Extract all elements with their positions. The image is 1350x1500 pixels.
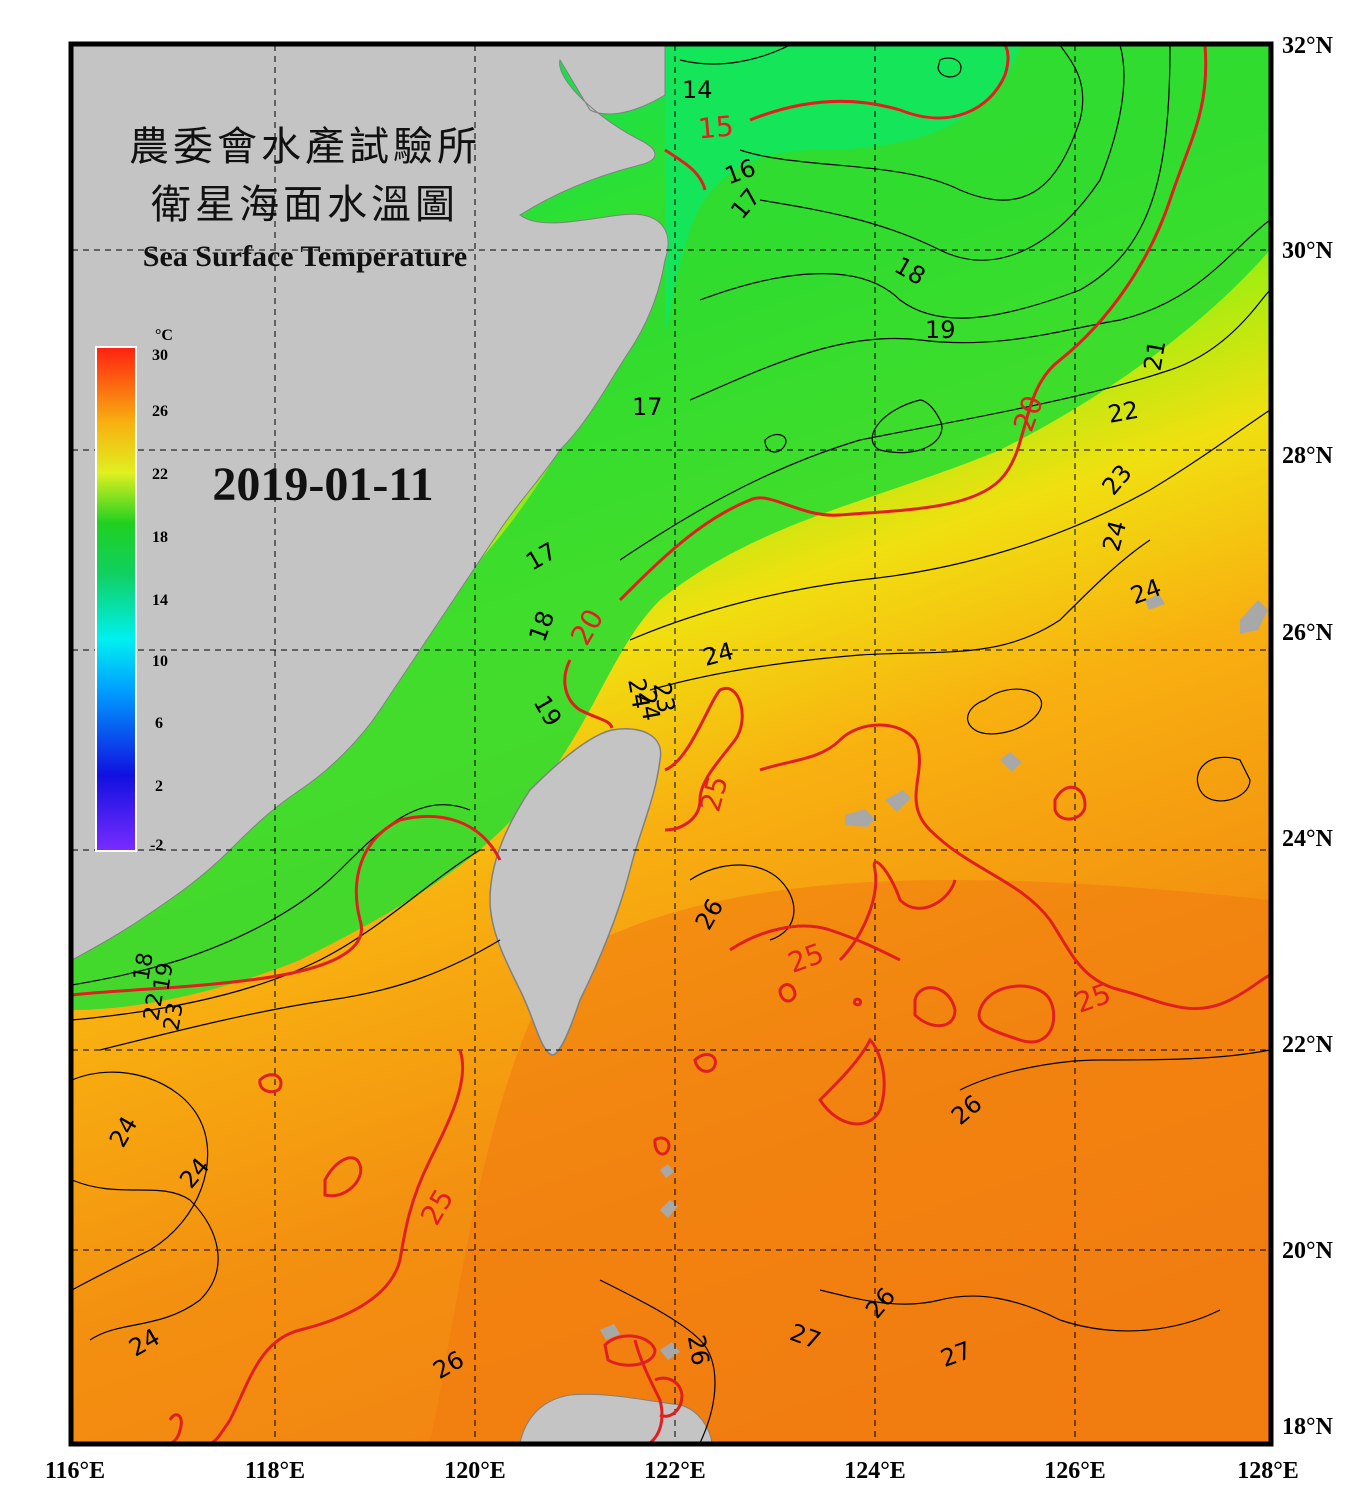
isotherm-25-p: [603, 1334, 657, 1367]
iso-label: 22: [1106, 396, 1141, 429]
lon-label: 122°E: [644, 1458, 706, 1484]
colorbar-tick: 2: [155, 778, 163, 795]
date-label: 2019-01-11: [212, 458, 433, 511]
lat-label: 32°N: [1282, 33, 1334, 59]
taiwan-island: [489, 728, 662, 1056]
lat-label: 30°N: [1282, 238, 1334, 264]
isotherm-25-j: [693, 1053, 717, 1073]
isotherm-15: [749, 45, 1010, 122]
warm-southern-water: [430, 880, 1270, 1443]
isotherm-25-i: [778, 983, 797, 1003]
iso-label-red: 15: [697, 109, 735, 145]
colorbar-tick: 10: [152, 653, 168, 670]
iso-label: 19: [925, 316, 956, 344]
isotherm-25-a: [664, 686, 744, 832]
longitude-labels: 116°E 118°E 120°E 122°E 124°E 126°E 128°…: [45, 1458, 1299, 1484]
colorbar-tick: -2: [150, 837, 163, 854]
latitude-labels: 32°N 30°N 28°N 26°N 24°N 22°N 20°N 18°N: [1282, 33, 1334, 1440]
colorbar-tick: 18: [152, 529, 168, 546]
agency-title: 農委會水產試驗所: [129, 124, 481, 170]
map-panel: 14 16 17 18 19 21 22 23 24 24 24 17 17 1…: [72, 45, 1270, 1443]
mainland-china: [72, 45, 669, 961]
iso-label: 23: [648, 680, 681, 715]
lat-label: 18°N: [1282, 1414, 1334, 1440]
isotherm-25-r: [633, 1339, 664, 1443]
lat-label: 28°N: [1282, 443, 1334, 469]
isotherm-25-c: [838, 860, 957, 962]
isotherm-25-g: [818, 1037, 886, 1126]
isotherm-25-m: [209, 1049, 465, 1443]
lon-label: 120°E: [444, 1458, 506, 1484]
lon-label: 126°E: [1044, 1458, 1106, 1484]
lon-label: 118°E: [245, 1458, 305, 1484]
isotherm-25-s: [853, 997, 862, 1007]
colorbar-tick: 6: [155, 715, 163, 732]
lat-label: 24°N: [1282, 826, 1334, 852]
lat-label: 20°N: [1282, 1238, 1334, 1264]
graticule: [72, 45, 1270, 1443]
colorbar: °C 30 26 22 18 14 10 6 2 -2: [95, 327, 173, 854]
isotherm-25-l: [323, 1156, 363, 1198]
isotherm-25-d: [729, 924, 901, 962]
isotherm-25-f: [913, 986, 957, 1028]
isotherm-25-h: [1053, 786, 1087, 821]
cold-northern-water: [665, 45, 1020, 330]
iso-label: 14: [682, 76, 713, 104]
major-isotherms: [72, 45, 1270, 1443]
map-frame: [68, 41, 1274, 1447]
isotherm-25-k: [258, 1073, 283, 1094]
iso-label: 21: [1138, 338, 1171, 373]
isotherm-labels-west: 18 19 22 23: [129, 951, 188, 1033]
isotherm-20-west: [72, 814, 502, 997]
iso-label: 26: [682, 1333, 715, 1368]
isotherm-25-b: [759, 723, 1270, 1011]
isotherm-20-north: [618, 45, 1208, 602]
english-title: Sea Surface Temperature: [143, 240, 467, 273]
svg-text:18: 18: [129, 951, 158, 983]
colorbar-tick: 30: [152, 347, 168, 364]
isotherm-25-e: [977, 984, 1056, 1044]
colorbar-gradient: [95, 346, 137, 852]
svg-text:22: 22: [139, 991, 168, 1023]
lon-label: 116°E: [45, 1458, 105, 1484]
iso-label: 24: [633, 688, 666, 723]
colorbar-unit: °C: [155, 327, 173, 344]
isotherm-25-q: [654, 1376, 684, 1418]
colorbar-tick: 22: [152, 466, 168, 483]
luzon-north: [519, 1393, 713, 1443]
svg-text:23: 23: [159, 1001, 188, 1033]
product-title: 衛星海面水溫圖: [151, 182, 459, 228]
svg-text:19: 19: [149, 961, 178, 993]
colorbar-tick: 14: [152, 592, 168, 609]
lon-label: 128°E: [1237, 1458, 1299, 1484]
iso-label: 24: [622, 676, 655, 711]
iso-label: 17: [632, 393, 663, 421]
colorbar-tick: 26: [152, 403, 168, 420]
isotherm-25-o: [653, 1136, 671, 1156]
isotherm-20-coast: [563, 659, 614, 729]
minor-isotherms: [72, 45, 1270, 1443]
lat-label: 22°N: [1282, 1032, 1334, 1058]
lat-label: 26°N: [1282, 620, 1334, 646]
lon-label: 124°E: [844, 1458, 906, 1484]
isotherm-15-coast: [664, 148, 707, 191]
